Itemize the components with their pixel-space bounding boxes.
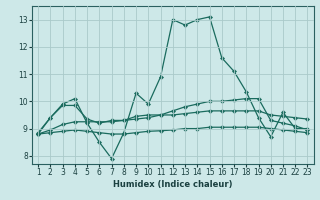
X-axis label: Humidex (Indice chaleur): Humidex (Indice chaleur) xyxy=(113,180,233,189)
